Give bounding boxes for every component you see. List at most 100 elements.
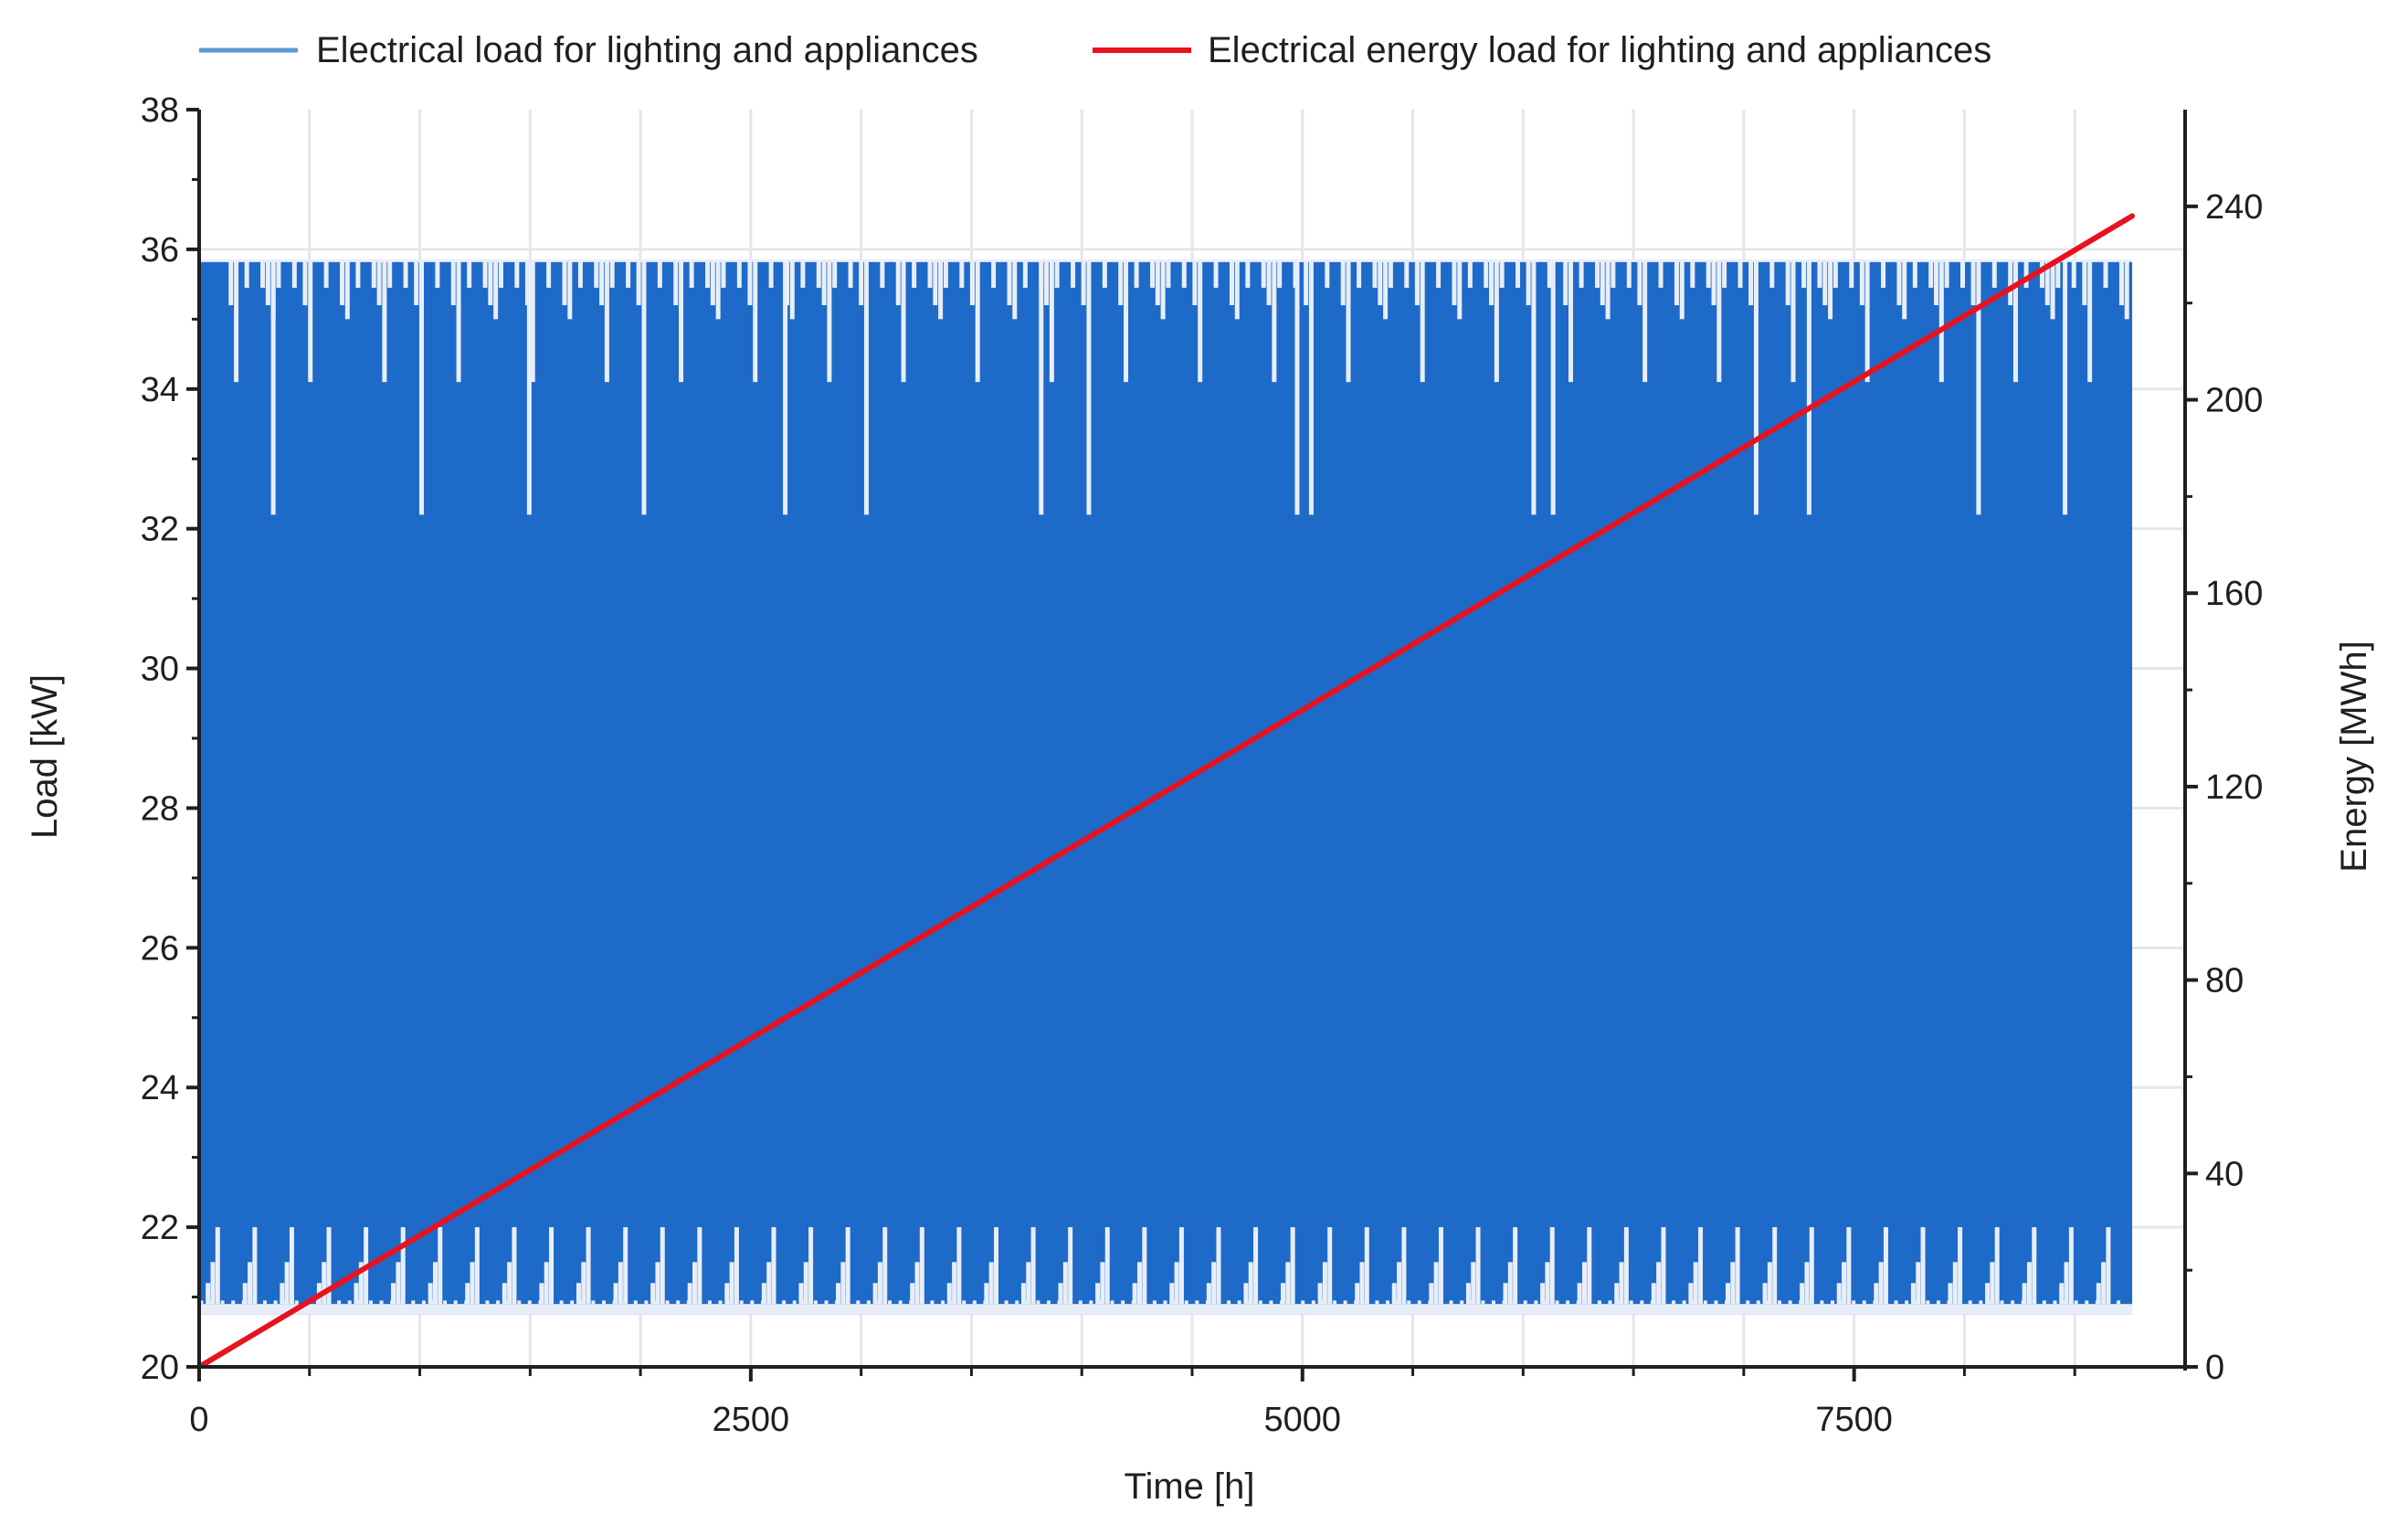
load-dip bbox=[1071, 259, 1076, 288]
load-dip bbox=[1054, 259, 1060, 288]
load-noise bbox=[951, 1300, 956, 1305]
load-dip bbox=[1679, 259, 1685, 320]
load-dip bbox=[912, 259, 917, 288]
load-dip bbox=[1674, 259, 1679, 306]
load-dip bbox=[403, 259, 408, 288]
load-dip bbox=[387, 259, 393, 288]
load-dip bbox=[626, 259, 631, 288]
load-dip bbox=[768, 259, 774, 288]
load-dip bbox=[530, 259, 535, 383]
load-noise bbox=[496, 1300, 501, 1305]
load-spike bbox=[910, 1283, 915, 1305]
load-dip bbox=[1340, 259, 1346, 306]
load-dip bbox=[2008, 259, 2013, 306]
load-noise bbox=[527, 1300, 532, 1305]
load-dip bbox=[270, 259, 276, 515]
load-dip bbox=[1769, 259, 1775, 288]
load-spike bbox=[549, 1227, 554, 1305]
load-noise bbox=[994, 1300, 998, 1305]
load-noise bbox=[1820, 1300, 1824, 1305]
load-spike bbox=[771, 1227, 776, 1305]
load-dip bbox=[827, 259, 832, 383]
load-noise bbox=[1142, 1300, 1146, 1305]
load-dip bbox=[2103, 259, 2108, 288]
load-spike bbox=[1391, 1283, 1397, 1305]
load-spike bbox=[1581, 1262, 1587, 1305]
load-noise bbox=[1438, 1300, 1442, 1305]
load-dip bbox=[679, 259, 684, 383]
load-dip bbox=[1611, 259, 1616, 288]
load-dip bbox=[2082, 259, 2087, 306]
y-axis-label: Load [kW] bbox=[25, 674, 65, 839]
load-spike bbox=[1471, 1262, 1476, 1305]
load-dip bbox=[1357, 259, 1362, 288]
load-dip bbox=[2124, 259, 2129, 320]
load-noise bbox=[559, 1300, 564, 1305]
load-dip bbox=[604, 259, 609, 383]
load-spike bbox=[2026, 1262, 2032, 1305]
load-noise bbox=[1237, 1300, 1241, 1305]
load-noise bbox=[1672, 1300, 1676, 1305]
load-spike bbox=[465, 1283, 470, 1305]
load-dip bbox=[562, 259, 567, 306]
load-spike bbox=[1465, 1283, 1471, 1305]
load-dip bbox=[721, 259, 726, 288]
load-noise bbox=[1025, 1300, 1030, 1305]
load-spike bbox=[1401, 1227, 1407, 1305]
load-noise bbox=[2042, 1300, 2046, 1305]
load-noise bbox=[390, 1300, 395, 1305]
load-noise bbox=[2106, 1300, 2110, 1305]
legend-label-energy: Electrical energy load for lighting and … bbox=[1208, 30, 1991, 70]
load-noise bbox=[1778, 1300, 1782, 1305]
load-spike bbox=[1253, 1227, 1259, 1305]
load-spike bbox=[1693, 1262, 1698, 1305]
load-spike bbox=[1206, 1283, 1211, 1305]
load-dip bbox=[1976, 259, 1981, 515]
load-spike bbox=[2096, 1283, 2101, 1305]
load-dip bbox=[1229, 259, 1234, 306]
load-spike bbox=[1364, 1227, 1369, 1305]
load-spike bbox=[507, 1262, 512, 1305]
load-spike bbox=[432, 1262, 438, 1305]
load-dip bbox=[715, 259, 721, 320]
load-spike bbox=[984, 1283, 989, 1305]
load-noise bbox=[1989, 1300, 1993, 1305]
y2-tick-label: 200 bbox=[2205, 382, 2263, 420]
load-noise bbox=[1936, 1300, 1940, 1305]
load-dip bbox=[1134, 259, 1139, 288]
load-noise bbox=[1640, 1300, 1644, 1305]
load-dip bbox=[705, 259, 711, 288]
load-spike bbox=[1952, 1262, 1958, 1305]
load-noise bbox=[1788, 1300, 1792, 1305]
load-spike bbox=[919, 1227, 924, 1305]
load-noise bbox=[1979, 1300, 1983, 1305]
load-spike bbox=[613, 1283, 618, 1305]
load-spike bbox=[1513, 1227, 1518, 1305]
load-dip bbox=[943, 259, 948, 288]
load-dip bbox=[493, 259, 499, 320]
y2-tick-label: 80 bbox=[2205, 962, 2244, 1000]
load-dip bbox=[816, 259, 821, 288]
load-dip bbox=[736, 259, 742, 288]
load-noise bbox=[1449, 1300, 1453, 1305]
load-spike bbox=[474, 1227, 480, 1305]
load-spike bbox=[1169, 1283, 1175, 1305]
load-noise bbox=[1205, 1300, 1209, 1305]
load-dip bbox=[1626, 259, 1632, 288]
load-spike bbox=[438, 1227, 443, 1305]
load-spike bbox=[1285, 1262, 1291, 1305]
load-noise bbox=[1386, 1300, 1390, 1305]
load-spike bbox=[2106, 1227, 2111, 1305]
load-noise bbox=[718, 1300, 723, 1305]
load-dip bbox=[1192, 259, 1198, 306]
load-noise bbox=[570, 1300, 575, 1305]
load-dip bbox=[1404, 259, 1410, 288]
load-noise bbox=[1163, 1300, 1167, 1305]
load-dip bbox=[880, 259, 885, 288]
load-spike bbox=[650, 1283, 656, 1305]
load-noise bbox=[813, 1300, 818, 1305]
load-spike bbox=[840, 1262, 846, 1305]
load-spike bbox=[1068, 1227, 1073, 1305]
load-noise bbox=[1184, 1300, 1188, 1305]
